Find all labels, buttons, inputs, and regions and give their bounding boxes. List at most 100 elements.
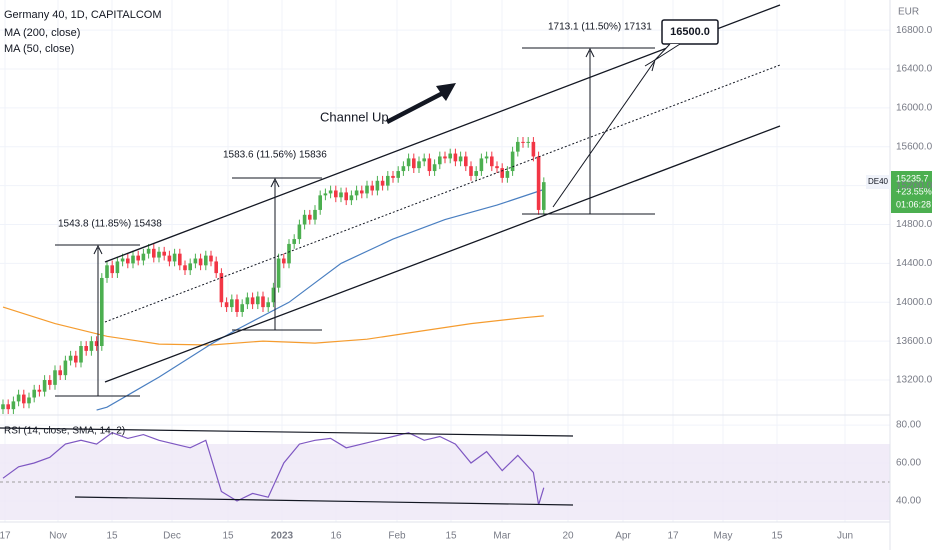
legend-entry: MA (50, close) (4, 43, 74, 55)
rsi-tick-label: 80.00 (896, 420, 921, 431)
candle-body (479, 158, 484, 172)
x-tick-label: 15 (222, 531, 234, 542)
y-tick-label: 14800.0 (896, 219, 932, 230)
candle-body (401, 166, 406, 172)
candle-body (354, 190, 359, 196)
candle-body (339, 192, 343, 198)
candle-body (178, 253, 182, 266)
candle-body (256, 296, 260, 305)
y-tick-label: 14400.0 (896, 258, 932, 269)
candle-body (334, 190, 338, 198)
candle-body (100, 277, 104, 346)
candle-body (271, 287, 276, 303)
candle-body (349, 195, 354, 201)
x-tick-label: Feb (388, 531, 406, 542)
x-tick-label: Nov (49, 531, 67, 542)
rsi-trendline (74, 496, 574, 506)
x-tick-label: 15 (771, 531, 783, 542)
candle-body (308, 214, 312, 220)
candle-body (224, 302, 229, 308)
y-tick-label: 15600.0 (896, 141, 932, 152)
candle-body (443, 156, 447, 159)
candle-body (375, 180, 380, 191)
candle-body (120, 258, 125, 262)
candle-body (261, 296, 265, 308)
price-tag (891, 171, 932, 213)
x-tick-label: 17 (667, 531, 679, 542)
target-pointer (654, 43, 681, 61)
candle-body (89, 341, 94, 351)
candle-body (302, 214, 307, 225)
candle-body (250, 297, 255, 305)
measure-label: 1543.8 (11.85%) 15438 (58, 219, 162, 230)
x-tick-label: 17 (0, 531, 11, 542)
candle-body (380, 180, 385, 186)
candle-body (172, 253, 177, 262)
candle-body (328, 190, 333, 194)
candle-body (193, 258, 198, 264)
candle-body (32, 389, 36, 398)
candle-body (427, 158, 432, 172)
x-tick-label: 2023 (271, 531, 294, 542)
candle-body (266, 302, 270, 308)
candle-body (235, 299, 239, 312)
candle-body (11, 401, 16, 410)
candle-body (84, 345, 88, 351)
channel-lower (104, 125, 781, 383)
grid (0, 0, 890, 522)
rsi-line (2, 432, 545, 505)
plot (1, 137, 546, 505)
channel-mid (104, 64, 781, 323)
candle-body (141, 253, 146, 261)
candle-body (183, 265, 187, 271)
candle-body (386, 175, 390, 186)
candle-body (42, 380, 47, 392)
candle-body (167, 255, 172, 262)
target-label: 16500.0 (670, 26, 710, 38)
candle-body (474, 171, 478, 176)
candle-body (396, 171, 400, 178)
candle-body (505, 171, 510, 178)
candle-body (68, 355, 73, 361)
candle-body (157, 251, 161, 258)
candle-body (490, 156, 494, 167)
candle-body (516, 141, 520, 152)
candle-body (74, 355, 78, 363)
candle-body (188, 263, 192, 271)
symbol: DE40 (868, 177, 889, 186)
candle-body (297, 224, 302, 240)
target-box (661, 19, 719, 45)
candle-body (204, 255, 208, 266)
y-tick-label: 16800.0 (896, 25, 932, 36)
candle-body (318, 195, 322, 210)
candle-body (22, 394, 26, 404)
candle-body (406, 158, 411, 167)
candle-body (282, 258, 286, 264)
chart-title: Germany 40, 1D, CAPITALCOM (4, 9, 162, 21)
candle-body (412, 158, 416, 169)
candle-body (63, 360, 68, 376)
candle-body (245, 297, 250, 305)
candle-body (438, 156, 442, 165)
candle-body (422, 158, 426, 162)
y-tick-label: 13600.0 (896, 336, 932, 347)
candle-body (464, 156, 468, 167)
candle-body (484, 156, 489, 159)
candle-body (53, 370, 57, 385)
x-tick-label: 15 (445, 531, 457, 542)
candle-body (287, 243, 291, 264)
currency: EUR (898, 7, 919, 18)
candle-body (1, 404, 5, 410)
y-tick-label: 16000.0 (896, 103, 932, 114)
y-tick-label: 14000.0 (896, 297, 932, 308)
x-tick-label: Apr (615, 531, 631, 542)
candle-body (432, 164, 437, 172)
candle-body (240, 304, 244, 312)
candle-body (136, 255, 140, 261)
arrow-head (585, 47, 595, 58)
candle-body (214, 261, 218, 274)
ma-line (96, 188, 544, 411)
candle-body (510, 151, 515, 172)
last-price: 15235.7 (896, 173, 929, 183)
